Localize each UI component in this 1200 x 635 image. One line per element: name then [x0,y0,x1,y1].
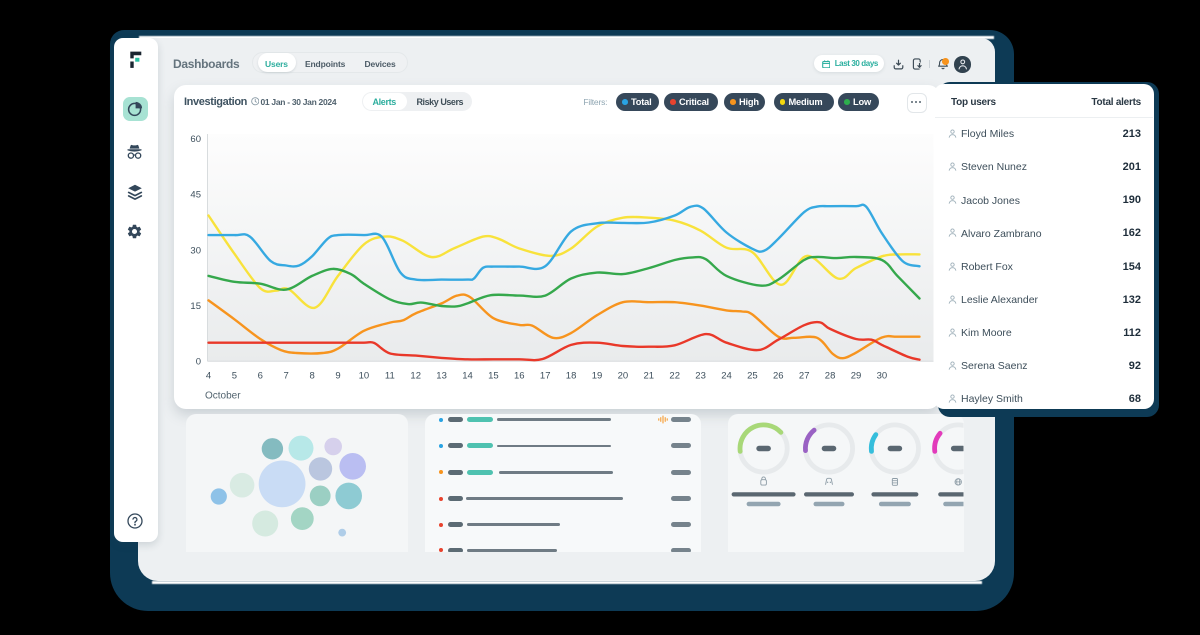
svg-text:4: 4 [205,371,210,382]
svg-text:25: 25 [747,371,758,382]
svg-text:18: 18 [565,371,576,382]
svg-text:October: October [205,391,241,402]
svg-text:5: 5 [231,371,236,382]
svg-text:9: 9 [335,371,340,382]
svg-text:16: 16 [514,371,525,382]
svg-text:10: 10 [358,371,369,382]
svg-text:45: 45 [190,190,201,201]
svg-text:28: 28 [824,371,835,382]
svg-text:6: 6 [257,371,262,382]
svg-text:11: 11 [384,371,394,382]
svg-text:13: 13 [436,371,447,382]
svg-text:26: 26 [773,371,784,382]
svg-text:20: 20 [617,371,628,382]
svg-text:7: 7 [283,371,288,382]
svg-text:19: 19 [591,371,602,382]
svg-text:14: 14 [462,371,473,382]
svg-text:60: 60 [190,134,201,145]
svg-text:29: 29 [850,371,861,382]
svg-text:30: 30 [190,245,201,256]
svg-text:15: 15 [488,371,499,382]
svg-text:15: 15 [190,301,201,312]
svg-text:30: 30 [876,371,887,382]
svg-text:12: 12 [410,371,421,382]
svg-text:0: 0 [195,357,200,368]
svg-text:17: 17 [539,371,550,382]
svg-text:22: 22 [669,371,680,382]
svg-text:8: 8 [309,371,314,382]
svg-text:27: 27 [798,371,809,382]
svg-text:21: 21 [643,371,654,382]
svg-text:23: 23 [695,371,706,382]
svg-text:24: 24 [721,371,732,382]
